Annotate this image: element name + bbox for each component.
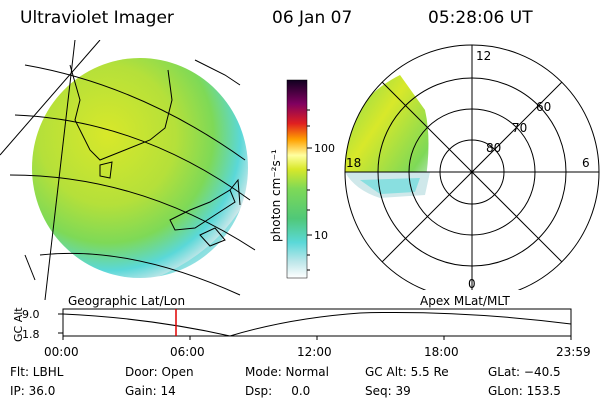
geographic-image (0, 40, 256, 300)
polar-mlt-plot: 12 18 6 0 60 70 80 (344, 44, 600, 290)
altitude-ytick-low: 1.8 (22, 328, 40, 341)
polar-grid (344, 44, 600, 290)
altitude-ylabel: GC Alt (12, 307, 25, 342)
mlt-label-18: 18 (346, 156, 361, 170)
time-tick-0600: 06:00 (170, 345, 205, 359)
status-dsp: Dsp: 0.0 (245, 384, 311, 398)
earth-disk (32, 58, 248, 278)
status-gc-alt: GC Alt: 5.5 Re (365, 365, 449, 379)
altitude-ytick-high: 9.0 (22, 308, 40, 321)
mlat-label-60: 60 (536, 100, 551, 114)
status-glon: GLon: 153.5 (488, 384, 561, 398)
time-tick-0000: 00:00 (44, 345, 79, 359)
mlt-label-6: 6 (582, 156, 590, 170)
time-tick-1800: 18:00 (424, 345, 459, 359)
colorbar-tick-100: 100 (314, 142, 335, 155)
status-mode: Mode: Normal (245, 365, 329, 379)
status-ip: IP: 36.0 (10, 384, 56, 398)
polar-data-region (345, 75, 430, 198)
orbit-altitude-curve (62, 311, 572, 337)
time-tick-2359: 23:59 (556, 345, 591, 359)
instrument-title: Ultraviolet Imager (20, 8, 174, 28)
mlt-label-12: 12 (476, 49, 491, 63)
image-time: 05:28:06 UT (428, 8, 533, 28)
mlt-label-0: 0 (468, 277, 476, 290)
colorbar-unit-label: photon cm⁻²s⁻¹ (269, 149, 283, 242)
status-door: Door: Open (125, 365, 194, 379)
status-filter: Flt: LBHL (10, 365, 64, 379)
latlon-grid (0, 40, 256, 300)
apex-caption: Apex MLat/MLT (420, 294, 510, 308)
time-tick-1200: 12:00 (297, 345, 332, 359)
geographic-caption: Geographic Lat/Lon (68, 294, 186, 308)
mlat-label-80: 80 (486, 141, 501, 155)
image-date: 06 Jan 07 (272, 8, 353, 28)
status-gain: Gain: 14 (125, 384, 176, 398)
status-glat: GLat: −40.5 (488, 365, 561, 379)
altitude-timeline: GC Alt 9.0 1.8 00:00 06:00 12:00 18:00 2… (12, 307, 591, 359)
color-scale-bar: 100 10 photon cm⁻²s⁻¹ (269, 79, 335, 279)
coastlines (24, 59, 241, 281)
colorbar-tick-10: 10 (314, 229, 328, 242)
mlat-label-70: 70 (512, 121, 527, 135)
status-seq: Seq: 39 (365, 384, 411, 398)
